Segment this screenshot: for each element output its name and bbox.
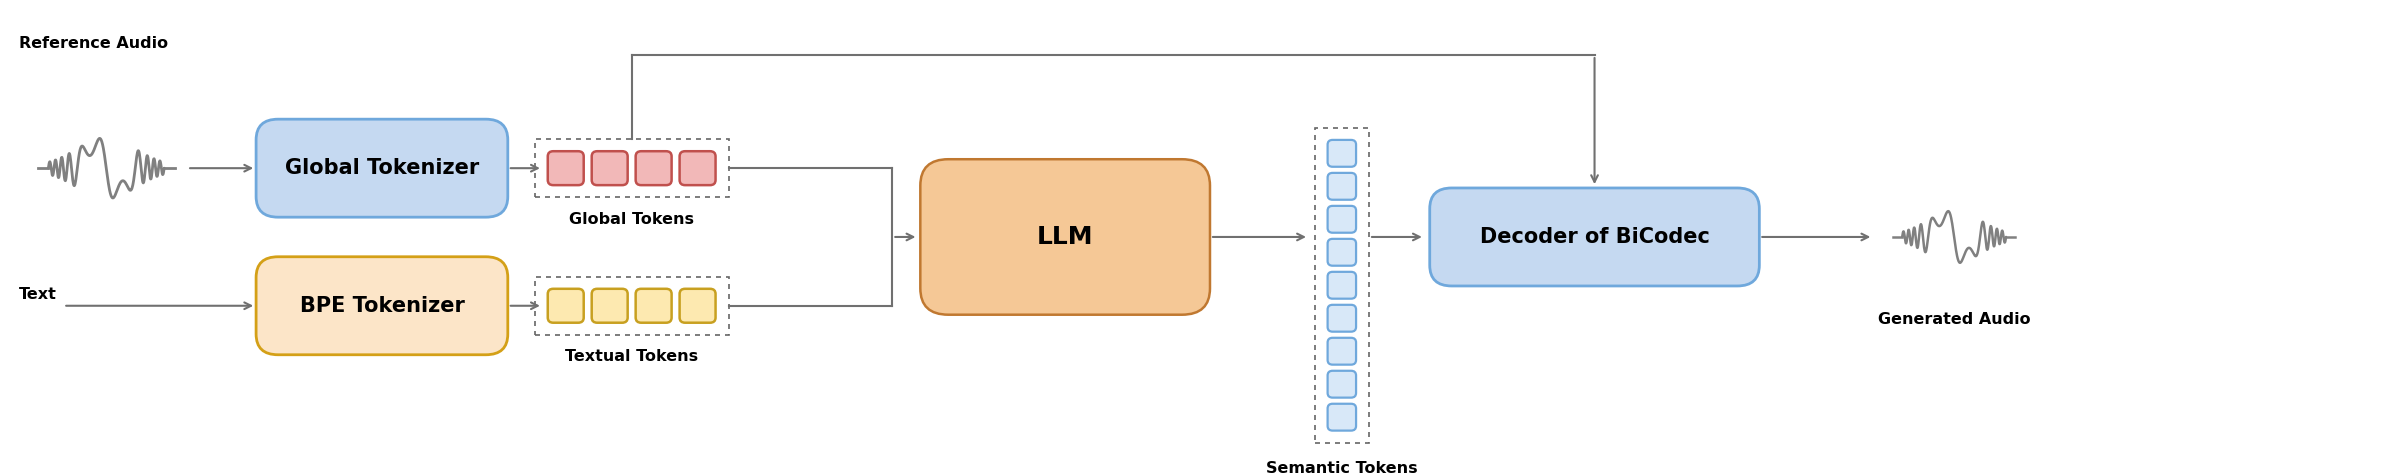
- Bar: [534, 276, 728, 335]
- FancyBboxPatch shape: [592, 151, 627, 185]
- FancyBboxPatch shape: [1327, 371, 1356, 398]
- Text: Decoder of BiCodec: Decoder of BiCodec: [1480, 227, 1710, 247]
- FancyBboxPatch shape: [1327, 206, 1356, 233]
- Text: Global Tokenizer: Global Tokenizer: [285, 158, 479, 178]
- Text: Semantic Tokens: Semantic Tokens: [1267, 461, 1418, 475]
- FancyBboxPatch shape: [680, 289, 716, 323]
- FancyBboxPatch shape: [1327, 272, 1356, 299]
- Text: Reference Audio: Reference Audio: [19, 36, 168, 51]
- Text: Global Tokens: Global Tokens: [570, 211, 695, 227]
- Text: Textual Tokens: Textual Tokens: [565, 349, 699, 364]
- Text: Generated Audio: Generated Audio: [1878, 313, 2031, 327]
- FancyBboxPatch shape: [1327, 173, 1356, 200]
- FancyBboxPatch shape: [548, 151, 584, 185]
- Bar: [534, 139, 728, 198]
- FancyBboxPatch shape: [680, 151, 716, 185]
- Text: LLM: LLM: [1037, 225, 1095, 249]
- FancyBboxPatch shape: [256, 119, 508, 217]
- Text: Text: Text: [19, 287, 57, 302]
- FancyBboxPatch shape: [635, 151, 671, 185]
- FancyBboxPatch shape: [548, 289, 584, 323]
- FancyBboxPatch shape: [256, 257, 508, 355]
- FancyBboxPatch shape: [1327, 140, 1356, 167]
- FancyBboxPatch shape: [1327, 239, 1356, 266]
- Bar: [1315, 128, 1370, 443]
- Text: BPE Tokenizer: BPE Tokenizer: [299, 296, 465, 316]
- FancyBboxPatch shape: [592, 289, 627, 323]
- FancyBboxPatch shape: [1327, 305, 1356, 332]
- FancyBboxPatch shape: [1327, 338, 1356, 365]
- FancyBboxPatch shape: [920, 159, 1209, 315]
- FancyBboxPatch shape: [635, 289, 671, 323]
- FancyBboxPatch shape: [1327, 404, 1356, 431]
- FancyBboxPatch shape: [1430, 188, 1760, 286]
